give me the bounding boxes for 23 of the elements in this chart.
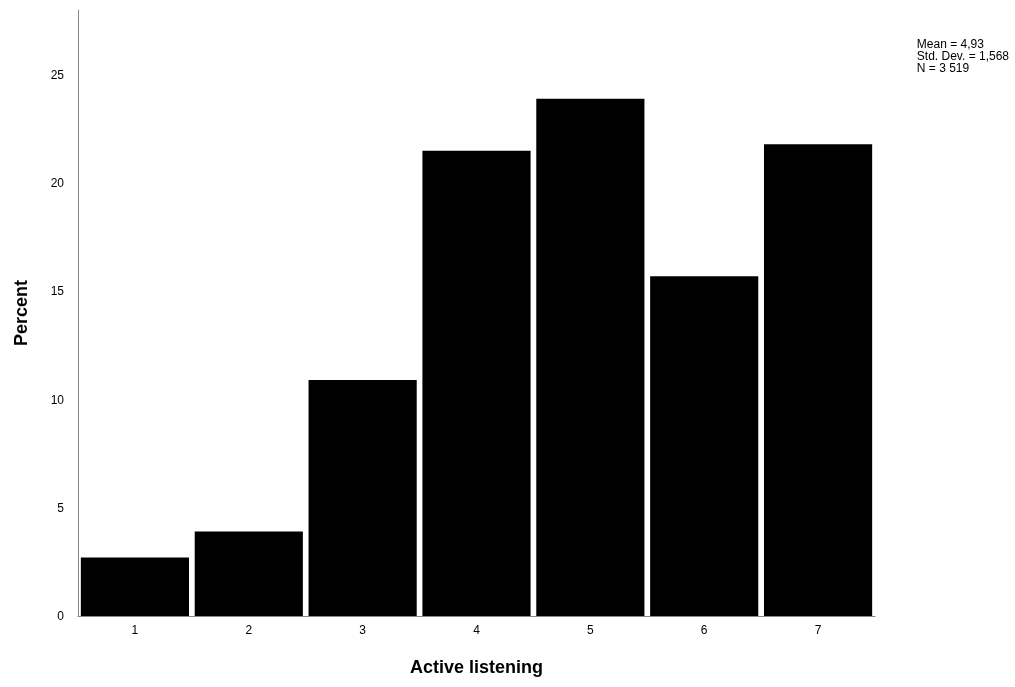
x-tick-label: 1 — [131, 623, 139, 637]
bar — [308, 380, 417, 616]
y-tick-label: 5 — [57, 500, 65, 515]
y-tick-label: 15 — [50, 284, 65, 299]
x-tick-label: 2 — [245, 623, 253, 637]
y-tick-label: 0 — [57, 609, 65, 623]
y-tick-label: 20 — [50, 176, 65, 191]
y-tick-label: 10 — [50, 392, 65, 407]
bar — [194, 531, 303, 616]
x-tick-label: 7 — [814, 623, 822, 637]
x-tick-label: 4 — [473, 623, 481, 637]
x-tick-label: 3 — [359, 623, 367, 637]
bar — [80, 557, 190, 616]
bar — [422, 150, 531, 616]
y-tick-label: 25 — [50, 67, 65, 82]
bar — [650, 276, 759, 616]
y-axis-title: Percent — [11, 279, 31, 347]
x-tick-label: 6 — [700, 623, 708, 637]
bar — [536, 98, 645, 616]
x-axis-title: Active listening — [409, 657, 544, 677]
text: Mean = 4,93 Std. Dev. = 1,568 N = 3 519 — [916, 37, 1010, 75]
x-tick-label: 5 — [587, 623, 595, 637]
bar — [763, 144, 873, 616]
